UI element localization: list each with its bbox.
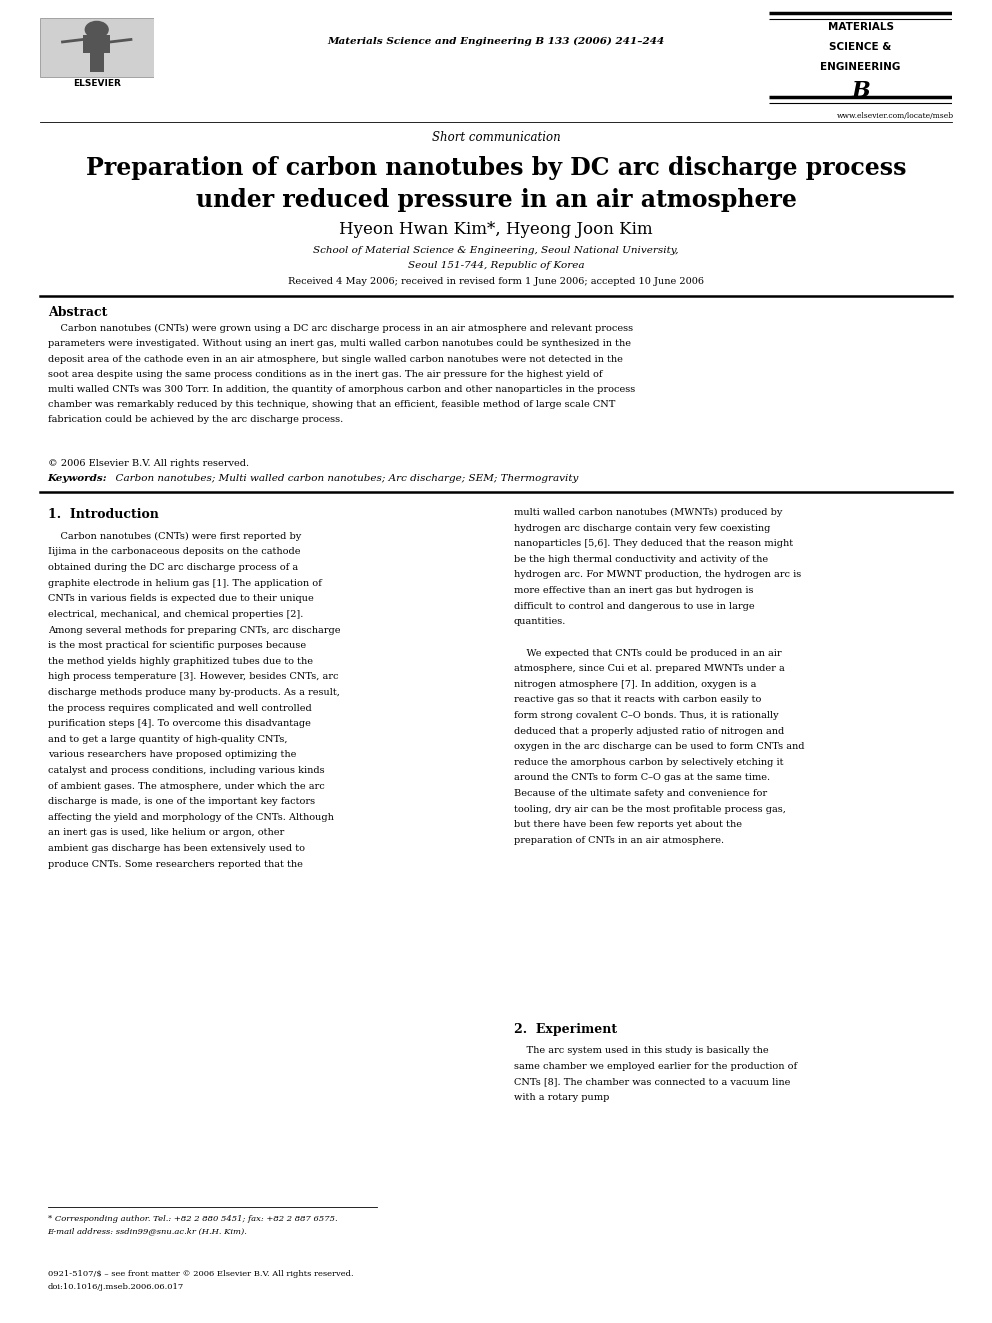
Text: Carbon nanotubes (CNTs) were first reported by: Carbon nanotubes (CNTs) were first repor… (48, 532, 301, 541)
Text: discharge is made, is one of the important key factors: discharge is made, is one of the importa… (48, 798, 314, 806)
Text: high process temperature [3]. However, besides CNTs, arc: high process temperature [3]. However, b… (48, 672, 338, 681)
Text: 1.  Introduction: 1. Introduction (48, 508, 159, 521)
Text: is the most practical for scientific purposes because: is the most practical for scientific pur… (48, 642, 306, 650)
Text: reduce the amorphous carbon by selectively etching it: reduce the amorphous carbon by selective… (514, 758, 784, 767)
Text: form strong covalent C–O bonds. Thus, it is rationally: form strong covalent C–O bonds. Thus, it… (514, 710, 779, 720)
Text: various researchers have proposed optimizing the: various researchers have proposed optimi… (48, 750, 296, 759)
Text: Carbon nanotubes (CNTs) were grown using a DC arc discharge process in an air at: Carbon nanotubes (CNTs) were grown using… (48, 324, 633, 333)
Bar (83, 34, 110, 53)
Text: Keywords:: Keywords: (48, 474, 107, 483)
Text: and to get a large quantity of high-quality CNTs,: and to get a large quantity of high-qual… (48, 734, 287, 744)
Text: quantities.: quantities. (514, 618, 566, 626)
Text: electrical, mechanical, and chemical properties [2].: electrical, mechanical, and chemical pro… (48, 610, 303, 619)
Text: preparation of CNTs in an air atmosphere.: preparation of CNTs in an air atmosphere… (514, 836, 724, 845)
Text: E-mail address: ssdin99@snu.ac.kr (H.H. Kim).: E-mail address: ssdin99@snu.ac.kr (H.H. … (48, 1228, 247, 1236)
Text: discharge methods produce many by-products. As a result,: discharge methods produce many by-produc… (48, 688, 339, 697)
Text: 2.  Experiment: 2. Experiment (514, 1023, 617, 1036)
Text: the process requires complicated and well controlled: the process requires complicated and wel… (48, 704, 311, 713)
Text: an inert gas is used, like helium or argon, other: an inert gas is used, like helium or arg… (48, 828, 284, 837)
Text: * Corresponding author. Tel.: +82 2 880 5451; fax: +82 2 887 6575.: * Corresponding author. Tel.: +82 2 880 … (48, 1215, 337, 1222)
Text: produce CNTs. Some researchers reported that the: produce CNTs. Some researchers reported … (48, 860, 303, 869)
Text: difficult to control and dangerous to use in large: difficult to control and dangerous to us… (514, 602, 755, 611)
Text: Received 4 May 2006; received in revised form 1 June 2006; accepted 10 June 2006: Received 4 May 2006; received in revised… (288, 277, 704, 286)
Text: Seoul 151-744, Republic of Korea: Seoul 151-744, Republic of Korea (408, 261, 584, 270)
Text: reactive gas so that it reacts with carbon easily to: reactive gas so that it reacts with carb… (514, 696, 761, 704)
Circle shape (85, 21, 108, 38)
Text: multi walled carbon nanotubes (MWNTs) produced by: multi walled carbon nanotubes (MWNTs) pr… (514, 508, 783, 517)
Text: chamber was remarkably reduced by this technique, showing that an efficient, fea: chamber was remarkably reduced by this t… (48, 401, 615, 409)
Text: Iijima in the carbonaceous deposits on the cathode: Iijima in the carbonaceous deposits on t… (48, 548, 301, 557)
Text: under reduced pressure in an air atmosphere: under reduced pressure in an air atmosph… (195, 188, 797, 212)
Text: Preparation of carbon nanotubes by DC arc discharge process: Preparation of carbon nanotubes by DC ar… (85, 156, 907, 180)
Bar (90, 52, 103, 73)
Text: Short communication: Short communication (432, 131, 560, 144)
Text: Hyeon Hwan Kim*, Hyeong Joon Kim: Hyeon Hwan Kim*, Hyeong Joon Kim (339, 221, 653, 238)
Text: We expected that CNTs could be produced in an air: We expected that CNTs could be produced … (514, 648, 782, 658)
Text: B: B (851, 81, 870, 102)
Text: ambient gas discharge has been extensively used to: ambient gas discharge has been extensive… (48, 844, 305, 853)
Text: tooling, dry air can be the most profitable process gas,: tooling, dry air can be the most profita… (514, 804, 786, 814)
Text: 0921-5107/$ – see front matter © 2006 Elsevier B.V. All rights reserved.: 0921-5107/$ – see front matter © 2006 El… (48, 1270, 353, 1278)
Text: © 2006 Elsevier B.V. All rights reserved.: © 2006 Elsevier B.V. All rights reserved… (48, 459, 249, 468)
Text: Abstract: Abstract (48, 306, 107, 319)
Text: Among several methods for preparing CNTs, arc discharge: Among several methods for preparing CNTs… (48, 626, 340, 635)
Text: Carbon nanotubes; Multi walled carbon nanotubes; Arc discharge; SEM; Thermogravi: Carbon nanotubes; Multi walled carbon na… (109, 474, 578, 483)
Text: with a rotary pump: with a rotary pump (514, 1093, 609, 1102)
Text: hydrogen arc. For MWNT production, the hydrogen arc is: hydrogen arc. For MWNT production, the h… (514, 570, 802, 579)
Text: parameters were investigated. Without using an inert gas, multi walled carbon na: parameters were investigated. Without us… (48, 340, 631, 348)
Text: catalyst and process conditions, including various kinds: catalyst and process conditions, includi… (48, 766, 324, 775)
Text: deposit area of the cathode even in an air atmosphere, but single walled carbon : deposit area of the cathode even in an a… (48, 355, 623, 364)
Text: obtained during the DC arc discharge process of a: obtained during the DC arc discharge pro… (48, 564, 298, 572)
Text: hydrogen arc discharge contain very few coexisting: hydrogen arc discharge contain very few … (514, 524, 770, 533)
Text: affecting the yield and morphology of the CNTs. Although: affecting the yield and morphology of th… (48, 812, 333, 822)
Text: ELSEVIER: ELSEVIER (72, 79, 121, 89)
Text: more effective than an inert gas but hydrogen is: more effective than an inert gas but hyd… (514, 586, 753, 595)
Text: The arc system used in this study is basically the: The arc system used in this study is bas… (514, 1046, 769, 1056)
Text: doi:10.1016/j.mseb.2006.06.017: doi:10.1016/j.mseb.2006.06.017 (48, 1283, 184, 1291)
Text: CNTs in various fields is expected due to their unique: CNTs in various fields is expected due t… (48, 594, 313, 603)
Text: CNTs [8]. The chamber was connected to a vacuum line: CNTs [8]. The chamber was connected to a… (514, 1078, 791, 1086)
Text: School of Material Science & Engineering, Seoul National University,: School of Material Science & Engineering… (313, 246, 679, 255)
Text: atmosphere, since Cui et al. prepared MWNTs under a: atmosphere, since Cui et al. prepared MW… (514, 664, 785, 673)
Text: Because of the ultimate safety and convenience for: Because of the ultimate safety and conve… (514, 789, 767, 798)
Text: MATERIALS: MATERIALS (827, 22, 894, 32)
Text: but there have been few reports yet about the: but there have been few reports yet abou… (514, 820, 742, 830)
Text: multi walled CNTs was 300 Torr. In addition, the quantity of amorphous carbon an: multi walled CNTs was 300 Torr. In addit… (48, 385, 635, 394)
Text: graphite electrode in helium gas [1]. The application of: graphite electrode in helium gas [1]. Th… (48, 578, 321, 587)
Text: fabrication could be achieved by the arc discharge process.: fabrication could be achieved by the arc… (48, 415, 343, 425)
Text: nanoparticles [5,6]. They deduced that the reason might: nanoparticles [5,6]. They deduced that t… (514, 540, 793, 548)
Text: oxygen in the arc discharge can be used to form CNTs and: oxygen in the arc discharge can be used … (514, 742, 805, 751)
Text: Materials Science and Engineering B 133 (2006) 241–244: Materials Science and Engineering B 133 … (327, 37, 665, 46)
Text: deduced that a properly adjusted ratio of nitrogen and: deduced that a properly adjusted ratio o… (514, 726, 784, 736)
Text: ENGINEERING: ENGINEERING (820, 62, 901, 71)
Text: SCIENCE &: SCIENCE & (829, 42, 892, 52)
Text: soot area despite using the same process conditions as in the inert gas. The air: soot area despite using the same process… (48, 370, 602, 378)
Bar (40, 19, 154, 77)
Text: www.elsevier.com/locate/mseb: www.elsevier.com/locate/mseb (837, 112, 954, 120)
Text: nitrogen atmosphere [7]. In addition, oxygen is a: nitrogen atmosphere [7]. In addition, ox… (514, 680, 756, 689)
Text: be the high thermal conductivity and activity of the: be the high thermal conductivity and act… (514, 554, 768, 564)
Text: around the CNTs to form C–O gas at the same time.: around the CNTs to form C–O gas at the s… (514, 774, 770, 782)
Text: of ambient gases. The atmosphere, under which the arc: of ambient gases. The atmosphere, under … (48, 782, 324, 791)
Text: same chamber we employed earlier for the production of: same chamber we employed earlier for the… (514, 1062, 797, 1072)
Text: purification steps [4]. To overcome this disadvantage: purification steps [4]. To overcome this… (48, 720, 310, 728)
Text: the method yields highly graphitized tubes due to the: the method yields highly graphitized tub… (48, 656, 312, 665)
